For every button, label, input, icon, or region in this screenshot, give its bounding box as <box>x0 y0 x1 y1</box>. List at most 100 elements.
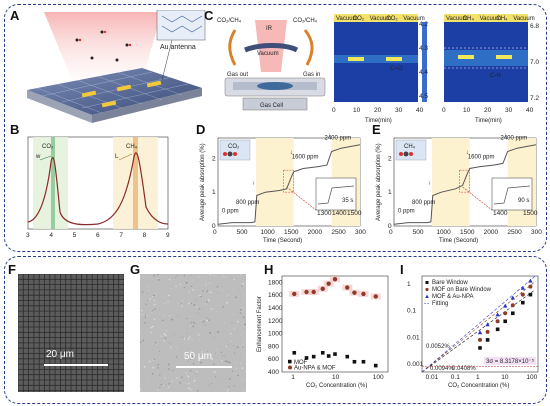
i-legend-item: MOF on Bare Window <box>432 287 492 293</box>
panel-label-b: B <box>10 122 20 137</box>
ppm-annotation: 800 ppm <box>236 200 259 206</box>
ppm-annotation: 0 ppm <box>222 208 239 214</box>
step-arrow: ↓ <box>466 150 469 156</box>
h-ytick: 1600 <box>268 292 283 299</box>
h-ytick: 1400 <box>268 305 283 312</box>
b-xtick: 6 <box>96 232 100 239</box>
h-point-au <box>320 286 325 291</box>
substrate-shape <box>27 90 92 123</box>
map2-xlabel: Time(min) <box>475 118 502 124</box>
w-label: w <box>35 154 41 160</box>
ylabel: Average peak absorption (%) <box>200 143 206 221</box>
b-xtick: 8 <box>143 232 147 239</box>
inset-box <box>315 177 357 211</box>
h-point-mof <box>326 354 331 358</box>
xtick: 2000 <box>308 229 323 236</box>
i-point-au <box>495 312 500 317</box>
i-point-bare <box>503 319 508 324</box>
h-xtick: 1 <box>291 374 295 381</box>
i-ytick: 0.1 <box>407 308 416 315</box>
i-point-bare <box>495 327 500 332</box>
absorption-trace <box>393 144 537 225</box>
h-point-au <box>304 289 309 295</box>
mof-surface <box>27 68 202 115</box>
ppm-annotation: 1600 ppm <box>468 154 495 160</box>
h-point-au <box>345 285 350 290</box>
top-figure-group <box>4 4 547 252</box>
gas-name: CH₄ <box>404 144 416 150</box>
time-labels: Time(min) Time(min) <box>365 118 502 124</box>
co2-band-label: CO₂ <box>42 144 54 150</box>
ppm-annotation: 800 ppm <box>412 200 435 206</box>
h-point-au <box>326 281 331 286</box>
i-point-mof <box>495 319 500 324</box>
i-xlabel: CO₂ Concentration (%) <box>448 383 509 389</box>
scalebar-g: 50 μm <box>184 351 212 362</box>
co2-resonance-curve <box>27 152 169 226</box>
i-point-mof <box>528 284 533 289</box>
h-xlabel: CO₂ Concentration (%) <box>306 383 367 389</box>
map2-ytick: 6.8 <box>530 23 539 30</box>
map-tab-label: CO₂ <box>386 16 398 22</box>
map1-ytick: 4.3 <box>419 45 428 52</box>
map-xtick: 30 <box>395 107 403 114</box>
ppm-annotation: 2400 ppm <box>325 136 352 142</box>
i-point-bare <box>510 311 515 316</box>
i-point-mof <box>503 311 508 316</box>
map2-ytick: 7.0 <box>530 59 539 66</box>
b-xtick: 5 <box>73 232 77 239</box>
i-xtick: 0.01 <box>426 374 439 381</box>
i-point-bare <box>528 292 533 297</box>
panel-label-h: H <box>264 262 274 277</box>
ytick: 2 <box>388 155 392 162</box>
i-point-mof <box>485 329 490 334</box>
map-tab-label: Vacuum <box>403 16 425 22</box>
b-xtick: 3 <box>26 232 30 239</box>
i-point-mof <box>478 337 482 342</box>
inset-xtick: 1500 <box>523 210 538 217</box>
i-point-au <box>485 322 490 327</box>
i-xtick: 10 <box>501 374 509 381</box>
molecule-badge <box>395 139 427 161</box>
gas-name: CO₂ <box>228 144 240 150</box>
gas-left-label: CO₂/CH₄ <box>217 18 242 24</box>
ytick: 2 <box>212 155 216 162</box>
step-arrow: ↓ <box>290 150 293 156</box>
gas-in-label: Gas in <box>303 72 320 78</box>
ir-label: IR <box>266 26 273 32</box>
map-tab-label: CH₄ <box>463 16 475 22</box>
panel-h-chart: 400 600 800 1000 1200 1400 1600 1800 1 10 100 CO₂ C… <box>257 275 389 389</box>
map-xtick: 0 <box>332 107 336 114</box>
i-sigma-label: 3σ = 8.3178×10⁻⁵ <box>486 358 535 365</box>
i-legend-item: Bare Window <box>432 280 468 286</box>
ppm-annotation: 2400 ppm <box>501 136 528 142</box>
step-shade <box>431 138 470 226</box>
map-xtick: 10 <box>353 107 361 114</box>
i-point-au <box>528 278 533 283</box>
inset-trace <box>317 185 355 205</box>
map2-xaxis: 0 10 20 30 40 <box>442 107 534 114</box>
panel-label-g: G <box>130 262 141 277</box>
map-xtick: 40 <box>526 107 534 114</box>
h-ytick: 800 <box>268 343 279 350</box>
i-ytick: 0.001 <box>407 361 424 368</box>
h-point-au <box>292 291 297 297</box>
panel-label-i: I <box>400 262 404 277</box>
i-fit-line <box>421 289 536 373</box>
h-point-mof <box>311 354 316 359</box>
i-fit-line <box>421 281 536 373</box>
response-time: 35 s <box>342 198 353 204</box>
ppm-annotation: 0 ppm <box>398 208 415 214</box>
ytick: 0 <box>212 223 216 230</box>
h-point-mof <box>320 351 325 355</box>
map-tab-label: Vacuum <box>370 16 392 22</box>
i-point-mof <box>520 292 525 297</box>
map-xtick: 20 <box>484 107 492 114</box>
i-ytick: 0.01 <box>407 334 420 341</box>
h-point-mof <box>373 363 378 368</box>
i-xtick: 0.1 <box>451 374 460 381</box>
h-point-mof <box>304 356 309 360</box>
i-legend-item: MOF & Au-NPA <box>432 294 474 300</box>
